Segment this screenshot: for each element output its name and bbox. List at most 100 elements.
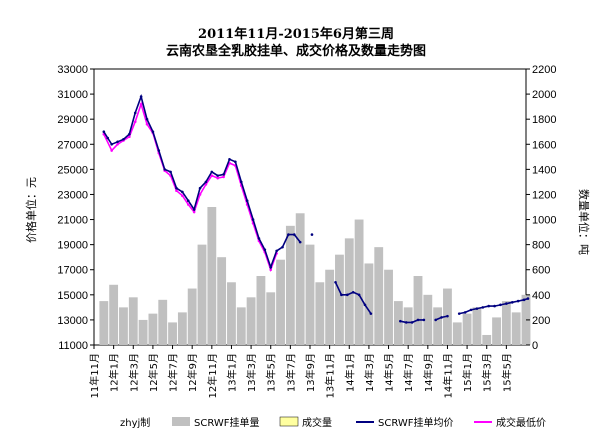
plot-area <box>93 68 531 346</box>
avg-price-point <box>292 233 296 236</box>
x-tick-label: 14年9月 <box>422 353 435 392</box>
avg-price-point <box>516 299 520 303</box>
avg-price-point <box>363 303 367 307</box>
y-axis-right: 0 200 400 600 800 1000 1200 1400 1600 1800 2000 220… <box>526 64 556 352</box>
legend: zhyj制 SCRWF挂单量 成交量 SCRWF挂单均价 成交最低价 <box>120 416 546 429</box>
chart-title-line1: 2011年11月-2015年6月第三周 <box>198 26 394 42</box>
avg-price-point <box>228 158 231 161</box>
volume-bars <box>99 207 531 345</box>
min-price-point <box>145 122 149 126</box>
order-volume-bar <box>472 307 482 345</box>
y-left-tick-label: 31000 <box>57 89 88 101</box>
min-price-point <box>210 174 214 177</box>
avg-price-point <box>510 301 514 304</box>
y-right-tick-label: 800 <box>532 240 550 252</box>
avg-price-point <box>263 248 267 251</box>
avg-price-point <box>463 311 467 314</box>
order-volume-bar <box>325 269 335 345</box>
legend-label-avg-price: SCRWF挂单均价 <box>378 416 454 429</box>
avg-price-point <box>210 170 214 174</box>
order-volume-bar <box>197 244 207 345</box>
avg-price-point <box>175 186 178 190</box>
order-volume-bar <box>354 219 364 345</box>
x-tick-label: 12年1月 <box>108 353 121 392</box>
order-volume-bar <box>119 307 128 345</box>
avg-price-point <box>499 303 502 307</box>
x-tick-label: 15年5月 <box>500 353 513 392</box>
avg-price-point <box>169 170 172 174</box>
avg-price-point <box>186 199 190 203</box>
order-volume-bar <box>364 263 374 345</box>
avg-price-point <box>487 304 490 308</box>
avg-price-point <box>110 142 113 146</box>
order-volume-bar <box>413 276 423 345</box>
y-right-tick-label: 2000 <box>532 89 556 101</box>
avg-price-point <box>128 132 131 136</box>
avg-price-point <box>122 137 125 141</box>
avg-price-point <box>163 168 166 171</box>
order-volume-bar <box>168 322 177 345</box>
order-volume-bar <box>177 312 187 345</box>
avg-price-point <box>298 240 302 244</box>
avg-price-point <box>245 199 249 203</box>
order-volume-bar <box>384 269 393 345</box>
x-tick-label: 12年3月 <box>127 353 140 392</box>
avg-price-point <box>116 140 119 144</box>
order-volume-bar <box>227 282 236 345</box>
avg-price-point <box>505 302 508 305</box>
order-volume-bar <box>433 307 443 345</box>
order-volume-bar <box>344 238 354 345</box>
y-right-tick-label: 1200 <box>532 189 556 201</box>
order-volume-bar <box>295 213 305 345</box>
avg-price-point <box>416 318 420 322</box>
x-tick-label: 14年7月 <box>402 353 415 392</box>
order-volume-bar <box>501 301 511 345</box>
legend-label-order-volume: SCRWF挂单量 <box>194 416 260 429</box>
avg-price-point <box>204 180 208 184</box>
y-right-tick-label: 1800 <box>532 114 556 126</box>
x-axis: 11年11月 12年1月 12年3月 12年5月 12年7月 12年9月 12年11月 13年… <box>88 345 513 398</box>
order-volume-bar <box>266 292 276 345</box>
x-tick-label: 13年11月 <box>324 353 337 398</box>
order-volume-bar <box>256 276 266 345</box>
y-left-tick-label: 11000 <box>58 340 88 352</box>
avg-price-point <box>481 306 485 309</box>
order-volume-bar <box>393 301 403 345</box>
x-tick-label: 14年1月 <box>343 353 356 392</box>
x-tick-label: 13年5月 <box>265 353 278 392</box>
x-tick-label: 11年11月 <box>88 353 101 398</box>
min-price-point <box>269 268 273 272</box>
order-volume-bar <box>452 322 462 345</box>
avg-price-point <box>102 130 106 134</box>
avg-price-point <box>216 174 220 177</box>
min-price-point <box>128 135 131 139</box>
avg-price-point <box>251 218 255 221</box>
avg-price-point <box>440 316 443 319</box>
price-lines <box>102 93 530 324</box>
avg-price-point <box>198 186 202 190</box>
y-left-tick-label: 17000 <box>57 265 88 277</box>
order-volume-bar <box>109 284 119 345</box>
avg-price-point <box>151 130 155 134</box>
y-axis-left: 11000 13000 15000 17000 19000 21000 23000 25000… <box>57 64 94 352</box>
min-price-point <box>139 102 143 106</box>
x-tick-label: 14年11月 <box>441 353 454 398</box>
avg-price-point <box>145 117 149 121</box>
order-volume-bar <box>423 294 433 345</box>
order-volume-bar <box>246 297 256 345</box>
order-volume-bar <box>315 282 325 345</box>
min-price-line <box>103 101 278 273</box>
min-price-point <box>133 120 137 123</box>
avg-price-point <box>369 312 373 315</box>
x-tick-label: 15年3月 <box>481 353 494 392</box>
avg-price-point <box>192 208 196 211</box>
avg-price-point <box>351 291 355 294</box>
avg-price-point <box>422 318 426 322</box>
y-left-tick-label: 15000 <box>57 290 88 302</box>
chart-credit: zhyj制 <box>120 416 150 429</box>
order-volume-bar <box>403 307 413 345</box>
avg-price-point <box>269 265 273 269</box>
min-price-point <box>116 142 119 146</box>
order-volume-bar <box>462 313 472 345</box>
